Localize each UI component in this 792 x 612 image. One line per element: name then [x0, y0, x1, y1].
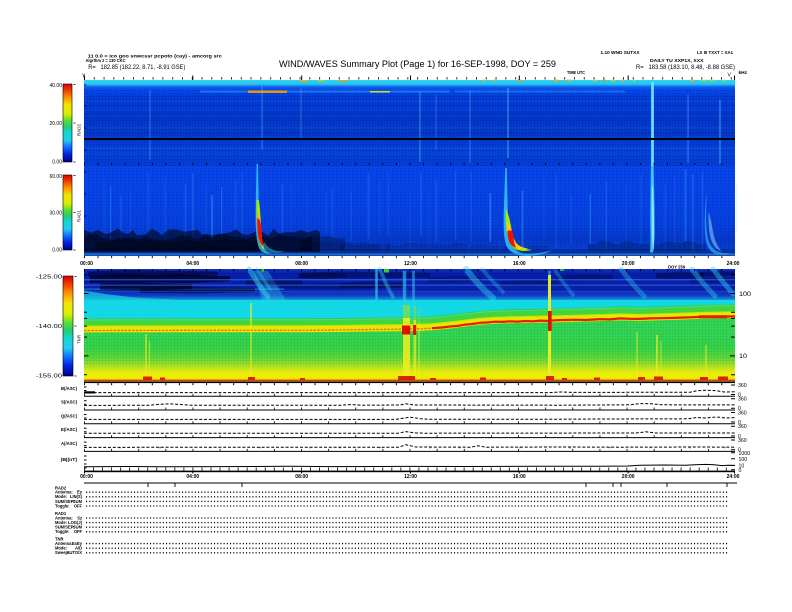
- svg-text:20:00: 20:00: [622, 474, 635, 480]
- svg-text:-155.00: -155.00: [36, 374, 62, 380]
- svg-text:360: 360: [738, 397, 747, 403]
- svg-text:00:00: 00:00: [80, 261, 93, 267]
- svg-text:TNR: TNR: [55, 536, 63, 541]
- svg-text:100: 100: [739, 457, 748, 463]
- svg-text:SUM: SUM: [73, 499, 83, 504]
- svg-text:SUM: SUM: [73, 525, 83, 530]
- svg-text:RAD2: RAD2: [77, 124, 83, 136]
- svg-text:12:00: 12:00: [404, 474, 417, 480]
- svg-text:24:00: 24:00: [727, 261, 740, 267]
- svg-text:RAD2: RAD2: [55, 486, 67, 491]
- svg-text:360: 360: [738, 383, 747, 389]
- svg-text:04:00: 04:00: [186, 261, 199, 267]
- svg-text:R= 182.85 (182.22, 8.71, -8.: R= 182.85 (182.22, 8.71, -8.91 GSE): [88, 64, 185, 71]
- svg-text:DOY 259: DOY 259: [668, 265, 686, 270]
- svg-text:Mode:: Mode:: [55, 494, 67, 499]
- svg-text:Toggle:: Toggle:: [55, 503, 69, 508]
- svg-text:04:00: 04:00: [186, 474, 199, 480]
- svg-text:RAD1: RAD1: [55, 511, 67, 516]
- svg-text:R= 183.58 (183.10, 8.48, -8.: R= 183.58 (183.10, 8.48, -8.88 GSE): [636, 64, 735, 71]
- svg-text:20:00: 20:00: [622, 261, 635, 267]
- svg-text:12:00: 12:00: [404, 261, 417, 267]
- svg-text:-140.00: -140.00: [36, 324, 62, 330]
- svg-text:00:00: 00:00: [80, 474, 93, 480]
- svg-text:0.00: 0.00: [52, 248, 62, 254]
- svg-text:DAILY TU XXP1X, XXX: DAILY TU XXP1X, XXX: [650, 58, 704, 64]
- svg-text:08:00: 08:00: [295, 261, 308, 267]
- svg-text:100: 100: [739, 292, 752, 298]
- svg-text:kHz: kHz: [739, 70, 748, 76]
- svg-text:0: 0: [738, 406, 741, 412]
- svg-text:0: 0: [738, 392, 741, 398]
- svg-text:10: 10: [739, 463, 745, 469]
- svg-text:OFF: OFF: [74, 503, 83, 508]
- svg-text:0.00: 0.00: [52, 160, 62, 166]
- svg-text:360: 360: [738, 438, 747, 444]
- svg-text:Antenna:: Antenna:: [55, 490, 73, 495]
- svg-text:LX III TXXT = XA1: LX III TXXT = XA1: [697, 50, 733, 55]
- svg-text:0: 0: [738, 448, 741, 454]
- svg-text:TIME UTC: TIME UTC: [567, 70, 585, 76]
- svg-text:Sweep:: Sweep:: [55, 550, 69, 555]
- svg-text:AUTO/X: AUTO/X: [67, 550, 83, 555]
- svg-text:16:00: 16:00: [513, 474, 526, 480]
- svg-text:1.10 WND SUTXX: 1.10 WND SUTXX: [601, 50, 641, 55]
- svg-text:SUM/SEP:: SUM/SEP:: [55, 499, 75, 504]
- svg-text:30.00: 30.00: [49, 211, 62, 217]
- svg-text:0: 0: [738, 434, 741, 440]
- svg-text:08:00: 08:00: [295, 474, 308, 480]
- svg-text:TNR: TNR: [77, 335, 83, 344]
- svg-text:Ey: Ey: [77, 490, 83, 495]
- svg-text:LIN(S): LIN(S): [70, 494, 83, 499]
- svg-text:Antenna:: Antenna:: [55, 541, 73, 546]
- svg-text:Sz: Sz: [77, 515, 82, 520]
- svg-text:0: 0: [738, 420, 741, 426]
- svg-text:40.00: 40.00: [49, 83, 62, 89]
- svg-text:|B|(nT): |B|(nT): [61, 457, 78, 462]
- svg-text:V: V: [728, 73, 732, 79]
- svg-text:S(/ASC): S(/ASC): [61, 400, 78, 405]
- svg-text:Algrthm 2 = 130 CKC: Algrthm 2 = 130 CKC: [86, 58, 127, 63]
- svg-text:ExEy: ExEy: [72, 541, 83, 546]
- svg-text:E(/ASC): E(/ASC): [61, 427, 78, 432]
- svg-text:-125.00: -125.00: [36, 275, 62, 281]
- svg-text:Q(/ASC): Q(/ASC): [61, 413, 77, 418]
- svg-text:RAD1: RAD1: [77, 210, 83, 222]
- svg-text:Antenna:: Antenna:: [55, 515, 73, 520]
- svg-text:1000: 1000: [739, 451, 751, 457]
- svg-text:LOG(J): LOG(J): [68, 520, 83, 525]
- svg-text:360: 360: [738, 424, 747, 430]
- svg-text:0: 0: [739, 468, 742, 474]
- svg-text:11 0.0 = ico goo snwcssr pcpot: 11 0.0 = ico goo snwcssr pcpoto (cay) - …: [88, 53, 223, 58]
- svg-text:24:00: 24:00: [727, 474, 740, 480]
- svg-text:SUM/SEP:: SUM/SEP:: [55, 525, 75, 530]
- svg-text:A/D: A/D: [75, 546, 82, 551]
- svg-text:16:00: 16:00: [513, 261, 526, 267]
- svg-text:WIND/WAVES Summary Plot (Page: WIND/WAVES Summary Plot (Page 1) for 16-…: [279, 59, 556, 70]
- svg-text:B(/ASC): B(/ASC): [61, 386, 78, 391]
- svg-text:20.00: 20.00: [49, 121, 62, 127]
- svg-text:60.00: 60.00: [49, 174, 62, 180]
- svg-text:Mode:: Mode:: [55, 546, 67, 551]
- svg-text:10: 10: [739, 354, 748, 360]
- svg-text:360: 360: [738, 410, 747, 416]
- svg-text:Toggle:: Toggle:: [55, 529, 69, 534]
- svg-text:Mode:: Mode:: [55, 520, 67, 525]
- svg-text:OFF: OFF: [74, 529, 83, 534]
- svg-text:A(/ASC): A(/ASC): [61, 441, 78, 446]
